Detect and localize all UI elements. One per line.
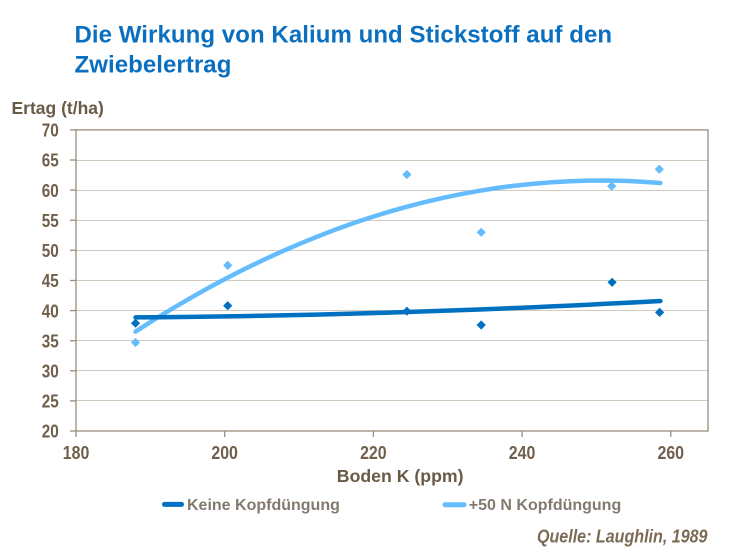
svg-text:55: 55 <box>42 210 59 231</box>
svg-text:200: 200 <box>211 442 238 463</box>
svg-text:Ertag (t/ha): Ertag (t/ha) <box>12 98 104 118</box>
svg-text:40: 40 <box>42 300 59 321</box>
svg-text:Boden K (ppm): Boden K (ppm) <box>337 466 464 486</box>
svg-text:65: 65 <box>42 150 59 171</box>
svg-text:240: 240 <box>509 442 536 463</box>
svg-text:+50 N Kopfdüngung: +50 N Kopfdüngung <box>469 497 621 514</box>
svg-text:70: 70 <box>42 120 59 141</box>
svg-text:260: 260 <box>658 442 685 463</box>
svg-text:50: 50 <box>42 240 59 261</box>
svg-text:Zwiebelertrag: Zwiebelertrag <box>75 51 232 78</box>
svg-text:20: 20 <box>42 421 59 442</box>
svg-text:25: 25 <box>42 391 59 412</box>
svg-text:Keine Kopfdüngung: Keine Kopfdüngung <box>187 497 340 514</box>
svg-text:Die Wirkung von Kalium und Sti: Die Wirkung von Kalium und Stickstoff au… <box>75 21 613 48</box>
svg-text:45: 45 <box>42 270 59 291</box>
svg-text:60: 60 <box>42 180 59 201</box>
svg-text:180: 180 <box>63 442 90 463</box>
svg-text:Quelle: Laughlin, 1989: Quelle: Laughlin, 1989 <box>537 526 708 547</box>
svg-text:30: 30 <box>42 361 59 382</box>
svg-text:35: 35 <box>42 330 59 351</box>
svg-text:220: 220 <box>360 442 387 463</box>
